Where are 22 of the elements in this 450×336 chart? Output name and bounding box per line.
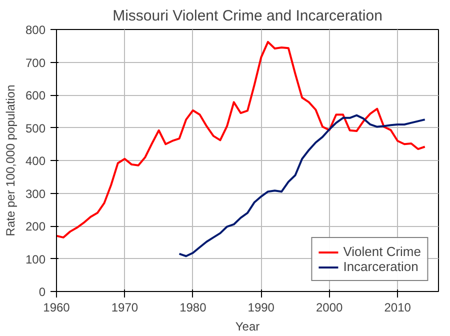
x-tick-label: 1990 [248,300,275,314]
legend-label: Violent Crime [343,244,421,259]
y-tick-label: 600 [25,88,46,102]
y-tick-label: 300 [25,186,46,201]
y-tick-label: 500 [25,121,46,136]
x-tick-label: 1960 [43,300,70,314]
y-tick-label: 100 [25,252,46,266]
y-tick-label: 400 [25,154,46,168]
legend-label: Incarceration [343,259,418,274]
x-tick-label: 1970 [111,300,138,314]
chart-title: Missouri Violent Crime and Incarceration [112,8,382,24]
line-series [178,114,426,258]
x-axis-title: Year [235,320,260,334]
y-tick-label: 0 [38,285,46,299]
x-tick-label: 1980 [180,300,207,314]
y-tick-label: 200 [25,220,46,234]
y-tick-label: 800 [25,23,46,37]
line-series [56,40,426,238]
y-tick-label: 700 [25,56,46,70]
x-tick-label: 2010 [384,300,412,314]
y-axis-title: Rate per 100,000 population [3,84,18,236]
x-tick-label: 2000 [316,300,344,314]
